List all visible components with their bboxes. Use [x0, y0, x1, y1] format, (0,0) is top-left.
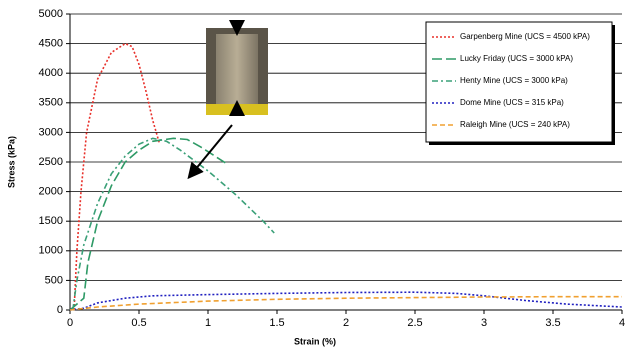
x-tick-label: 4	[619, 317, 625, 329]
x-tick-label: 1	[205, 317, 211, 329]
x-tick-label: 0	[67, 317, 73, 329]
x-tick-label: 3	[481, 317, 487, 329]
legend: Garpenberg Mine (UCS = 4500 kPA) Lucky Fr…	[425, 21, 615, 145]
y-tick-label: 4000	[39, 67, 63, 79]
legend-label: Raleigh Mine (UCS = 240 kPA)	[460, 120, 570, 129]
legend-label: Henty Mine (UCS = 3000 kPa)	[460, 76, 568, 85]
y-tick-label: 2500	[39, 156, 63, 168]
y-tick-label: 3500	[39, 97, 63, 109]
series-line	[69, 295, 622, 311]
y-tick-label: 5000	[39, 8, 63, 20]
y-tick-label: 0	[57, 304, 63, 316]
series-line	[69, 291, 623, 311]
x-tick-label: 2.5	[407, 317, 422, 329]
series-line	[69, 137, 230, 311]
y-tick-label: 1500	[39, 215, 63, 227]
y-tick-label: 3000	[39, 126, 63, 138]
x-tick-label: 3.5	[545, 317, 560, 329]
legend-label: Dome Mine (UCS = 315 kPa)	[460, 98, 564, 107]
x-tick-label: 0.5	[131, 317, 146, 329]
y-tick-label: 500	[45, 274, 63, 286]
y-axis-title: Stress (kPa)	[6, 136, 16, 188]
x-tick-label: 2	[343, 317, 349, 329]
y-tick-label: 1000	[39, 245, 63, 257]
y-tick-label: 4500	[39, 38, 63, 50]
series-line	[72, 137, 275, 311]
series-line	[73, 42, 161, 311]
legend-label: Lucky Friday (UCS = 3000 kPA)	[460, 54, 573, 63]
x-axis-title: Strain (%)	[294, 336, 336, 346]
x-tick-label: 1.5	[269, 317, 284, 329]
inset-photo	[187, 20, 268, 180]
legend-box	[425, 21, 613, 143]
legend-label: Garpenberg Mine (UCS = 4500 kPA)	[460, 32, 590, 41]
y-tick-label: 2000	[39, 186, 63, 198]
